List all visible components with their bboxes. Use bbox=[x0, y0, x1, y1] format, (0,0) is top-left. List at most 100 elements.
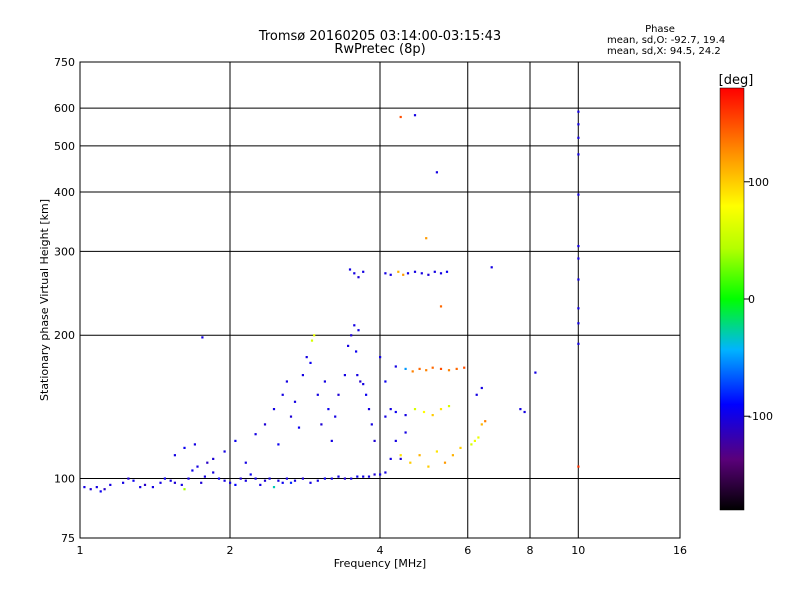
data-point bbox=[577, 342, 580, 345]
data-point bbox=[577, 245, 580, 248]
data-point bbox=[263, 479, 267, 482]
data-point bbox=[373, 439, 376, 442]
x-axis-label: Frequency [MHz] bbox=[334, 557, 426, 570]
data-point bbox=[99, 490, 102, 493]
colorbar-tick-label: 0 bbox=[748, 293, 755, 306]
phase-legend-o: mean, sd,O: -92.7, 19.4 bbox=[607, 35, 725, 46]
data-point bbox=[480, 386, 483, 390]
data-point bbox=[404, 367, 407, 370]
data-point bbox=[254, 477, 257, 480]
data-point bbox=[212, 457, 215, 460]
data-point bbox=[402, 273, 405, 276]
data-point bbox=[89, 488, 92, 491]
x-tick-label: 6 bbox=[464, 544, 471, 557]
y-tick-label: 750 bbox=[54, 56, 75, 69]
data-point bbox=[180, 483, 183, 486]
data-point bbox=[348, 268, 352, 271]
data-point bbox=[163, 477, 166, 480]
data-point bbox=[301, 374, 304, 377]
data-point bbox=[370, 423, 373, 426]
data-point bbox=[127, 477, 130, 480]
data-point bbox=[350, 477, 353, 480]
data-point bbox=[289, 415, 293, 418]
data-point bbox=[362, 475, 365, 478]
data-point bbox=[413, 270, 417, 273]
data-point bbox=[389, 457, 392, 460]
data-point bbox=[272, 408, 276, 411]
data-point bbox=[490, 266, 493, 269]
data-point bbox=[337, 475, 340, 478]
data-point bbox=[309, 481, 312, 484]
data-point bbox=[183, 446, 186, 449]
data-point bbox=[337, 393, 340, 396]
data-point bbox=[244, 479, 247, 482]
data-point bbox=[394, 365, 397, 368]
data-point bbox=[367, 408, 371, 411]
data-point bbox=[384, 415, 387, 418]
data-point bbox=[577, 322, 580, 325]
data-point bbox=[435, 450, 438, 453]
data-point bbox=[330, 439, 333, 442]
y-axis-ticks: 75 100 200 300 400 500 600 750 bbox=[54, 56, 75, 545]
data-point bbox=[285, 477, 288, 480]
data-point bbox=[394, 410, 397, 414]
data-point bbox=[451, 454, 454, 457]
data-point bbox=[397, 270, 400, 273]
data-point bbox=[418, 454, 421, 457]
data-point bbox=[313, 334, 316, 337]
data-point bbox=[445, 270, 449, 273]
data-point bbox=[234, 439, 237, 442]
data-point bbox=[413, 114, 417, 117]
data-point bbox=[183, 488, 186, 491]
colorbar bbox=[719, 87, 745, 511]
data-point bbox=[477, 436, 480, 439]
data-point bbox=[439, 305, 443, 308]
data-point bbox=[455, 367, 458, 370]
data-point bbox=[379, 356, 382, 359]
data-point bbox=[334, 415, 337, 418]
data-point bbox=[427, 273, 430, 276]
data-point bbox=[411, 370, 414, 373]
x-tick-label: 16 bbox=[673, 544, 687, 557]
data-point bbox=[577, 110, 580, 113]
data-point bbox=[343, 477, 346, 480]
data-point bbox=[577, 257, 580, 260]
data-point bbox=[443, 461, 447, 464]
data-point bbox=[399, 457, 402, 460]
chart-subtitle: RwPretec (8p) bbox=[334, 42, 425, 57]
data-point bbox=[234, 483, 237, 486]
data-point bbox=[343, 374, 346, 377]
data-point bbox=[191, 469, 194, 472]
data-point bbox=[431, 366, 434, 369]
data-point bbox=[159, 481, 162, 484]
data-point bbox=[431, 414, 434, 417]
x-tick-label: 10 bbox=[571, 544, 585, 557]
data-point bbox=[463, 366, 466, 369]
data-point bbox=[577, 136, 580, 139]
data-point bbox=[484, 420, 487, 423]
data-point bbox=[143, 483, 147, 486]
data-point bbox=[365, 393, 368, 396]
data-point bbox=[122, 481, 125, 484]
data-point bbox=[447, 405, 451, 408]
data-point bbox=[356, 374, 359, 377]
data-point bbox=[305, 356, 308, 359]
data-point bbox=[389, 273, 392, 276]
data-point bbox=[523, 410, 526, 414]
data-point bbox=[357, 329, 360, 332]
data-point bbox=[473, 439, 476, 442]
data-point bbox=[151, 486, 154, 489]
data-point bbox=[196, 465, 199, 468]
data-point bbox=[217, 477, 221, 480]
colorbar-label: [deg] bbox=[719, 73, 754, 88]
data-point bbox=[310, 339, 314, 342]
data-point bbox=[433, 270, 436, 273]
chart-title: Tromsø 20160205 03:14:00-03:15:43 bbox=[258, 29, 501, 44]
data-point bbox=[323, 477, 326, 480]
data-point bbox=[357, 276, 360, 279]
data-point bbox=[277, 479, 280, 482]
y-tick-label: 100 bbox=[54, 473, 75, 486]
data-point bbox=[316, 479, 319, 482]
data-point bbox=[435, 171, 438, 174]
